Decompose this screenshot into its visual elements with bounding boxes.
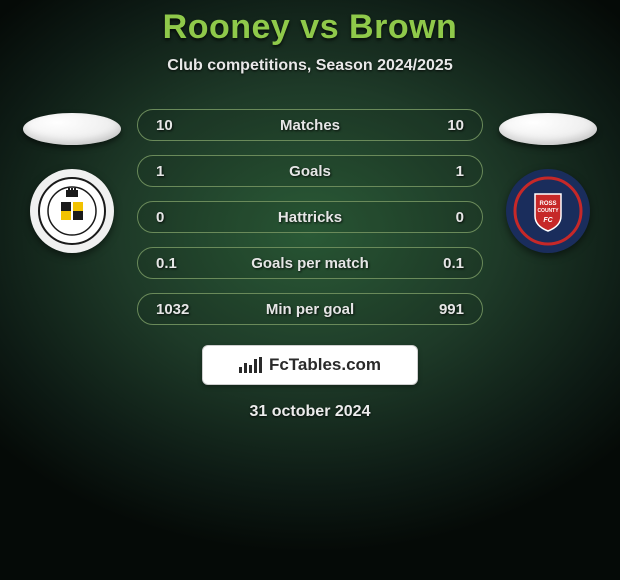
right-side: ROSS COUNTY FC [499,109,597,253]
stat-label: Matches [280,117,340,134]
stat-right-value: 0.1 [443,255,464,272]
page-subtitle: Club competitions, Season 2024/2025 [167,57,452,75]
stat-row-matches: 10 Matches 10 [137,109,483,141]
fctables-badge[interactable]: FcTables.com [202,345,418,385]
svg-text:ROSS: ROSS [539,201,556,207]
stat-row-hattricks: 0 Hattricks 0 [137,201,483,233]
stat-left-value: 1032 [156,301,189,318]
stat-row-goals-per-match: 0.1 Goals per match 0.1 [137,247,483,279]
content-container: Rooney vs Brown Club competitions, Seaso… [0,0,620,580]
stat-label: Goals [289,163,331,180]
badge-text: FcTables.com [269,355,381,375]
left-side [23,109,121,253]
stat-right-value: 0 [456,209,464,226]
stat-label: Hattricks [278,209,342,226]
bar-chart-icon [239,357,262,373]
stat-right-value: 10 [447,117,464,134]
stat-label: Min per goal [266,301,354,318]
stat-row-goals: 1 Goals 1 [137,155,483,187]
stat-right-value: 991 [439,301,464,318]
stat-left-value: 0 [156,209,164,226]
date-label: 31 october 2024 [250,403,371,421]
page-title: Rooney vs Brown [163,8,458,47]
player-photo-placeholder-left [23,113,121,145]
stat-label: Goals per match [251,255,369,272]
stat-left-value: 0.1 [156,255,177,272]
stat-right-value: 1 [456,163,464,180]
main-row: 10 Matches 10 1 Goals 1 0 Hattricks 0 0.… [0,109,620,325]
stat-left-value: 10 [156,117,173,134]
st-mirren-crest-icon [37,176,107,246]
svg-text:COUNTY: COUNTY [537,208,559,214]
stat-row-min-per-goal: 1032 Min per goal 991 [137,293,483,325]
stat-left-value: 1 [156,163,164,180]
ross-county-crest-icon: ROSS COUNTY FC [513,176,583,246]
stats-column: 10 Matches 10 1 Goals 1 0 Hattricks 0 0.… [137,109,483,325]
player-photo-placeholder-right [499,113,597,145]
club-crest-right: ROSS COUNTY FC [506,169,590,253]
svg-text:FC: FC [543,217,553,224]
club-crest-left [30,169,114,253]
